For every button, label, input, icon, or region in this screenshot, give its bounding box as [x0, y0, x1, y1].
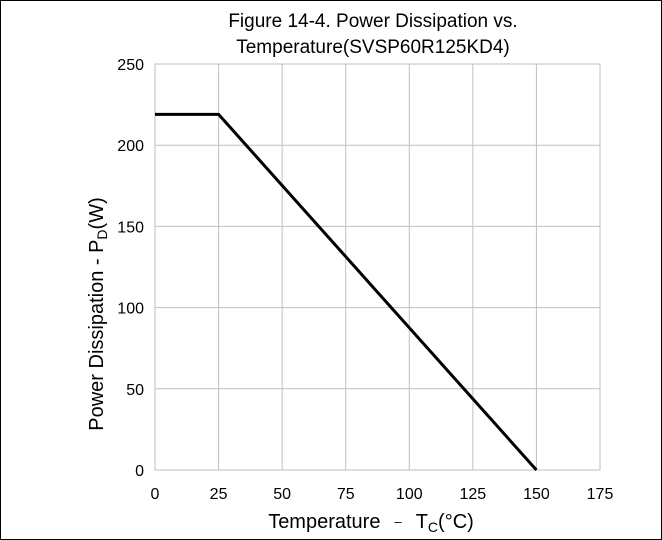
x-tick-label: 25 [210, 486, 228, 503]
y-axis-label-subscript: D [94, 229, 110, 239]
plot-area [154, 63, 601, 471]
horizontal-gridlines [155, 63, 600, 471]
y-tick-label: 150 [117, 219, 144, 236]
power-dissipation-line [155, 112, 538, 471]
x-axis-label-separator: – [394, 514, 402, 529]
y-tick-label: 0 [135, 463, 144, 480]
x-axis-label: Temperature – TC(°C) [268, 511, 474, 535]
x-tick-label: 50 [273, 486, 291, 503]
x-axis-label-unit: (°C) [438, 511, 474, 533]
y-tick-label: 250 [117, 57, 144, 74]
x-axis-label-main: Temperature [268, 511, 380, 533]
y-tick-label: 100 [117, 301, 144, 318]
x-tick-label: 75 [337, 486, 355, 503]
x-tick-label: 125 [460, 486, 487, 503]
chart-title-line-2: Temperature(SVSP60R125KD4) [236, 37, 510, 58]
chart-title-line-1: Figure 14-4. Power Dissipation vs. [228, 11, 518, 32]
x-tick-label: 0 [151, 486, 160, 503]
x-tick-labels: 0 25 50 75 100 125 150 175 [151, 486, 614, 503]
x-tick-label: 175 [587, 486, 614, 503]
x-tick-label: 100 [396, 486, 423, 503]
y-tick-labels: 0 50 100 150 200 250 [117, 57, 144, 480]
y-axis-label-unit: (W) [86, 197, 108, 229]
x-axis-label-subscript: C [428, 519, 438, 535]
y-axis-label: Power Dissipation - PD(W) [86, 197, 110, 431]
chart-title: Figure 14-4. Power Dissipation vs. Tempe… [155, 9, 591, 61]
x-axis-label-symbol: T [416, 511, 428, 533]
y-tick-label: 200 [117, 138, 144, 155]
y-tick-label: 50 [126, 382, 144, 399]
vertical-gridlines [154, 64, 601, 470]
y-axis-label-main: Power Dissipation - P [86, 240, 108, 431]
x-tick-label: 150 [523, 486, 550, 503]
